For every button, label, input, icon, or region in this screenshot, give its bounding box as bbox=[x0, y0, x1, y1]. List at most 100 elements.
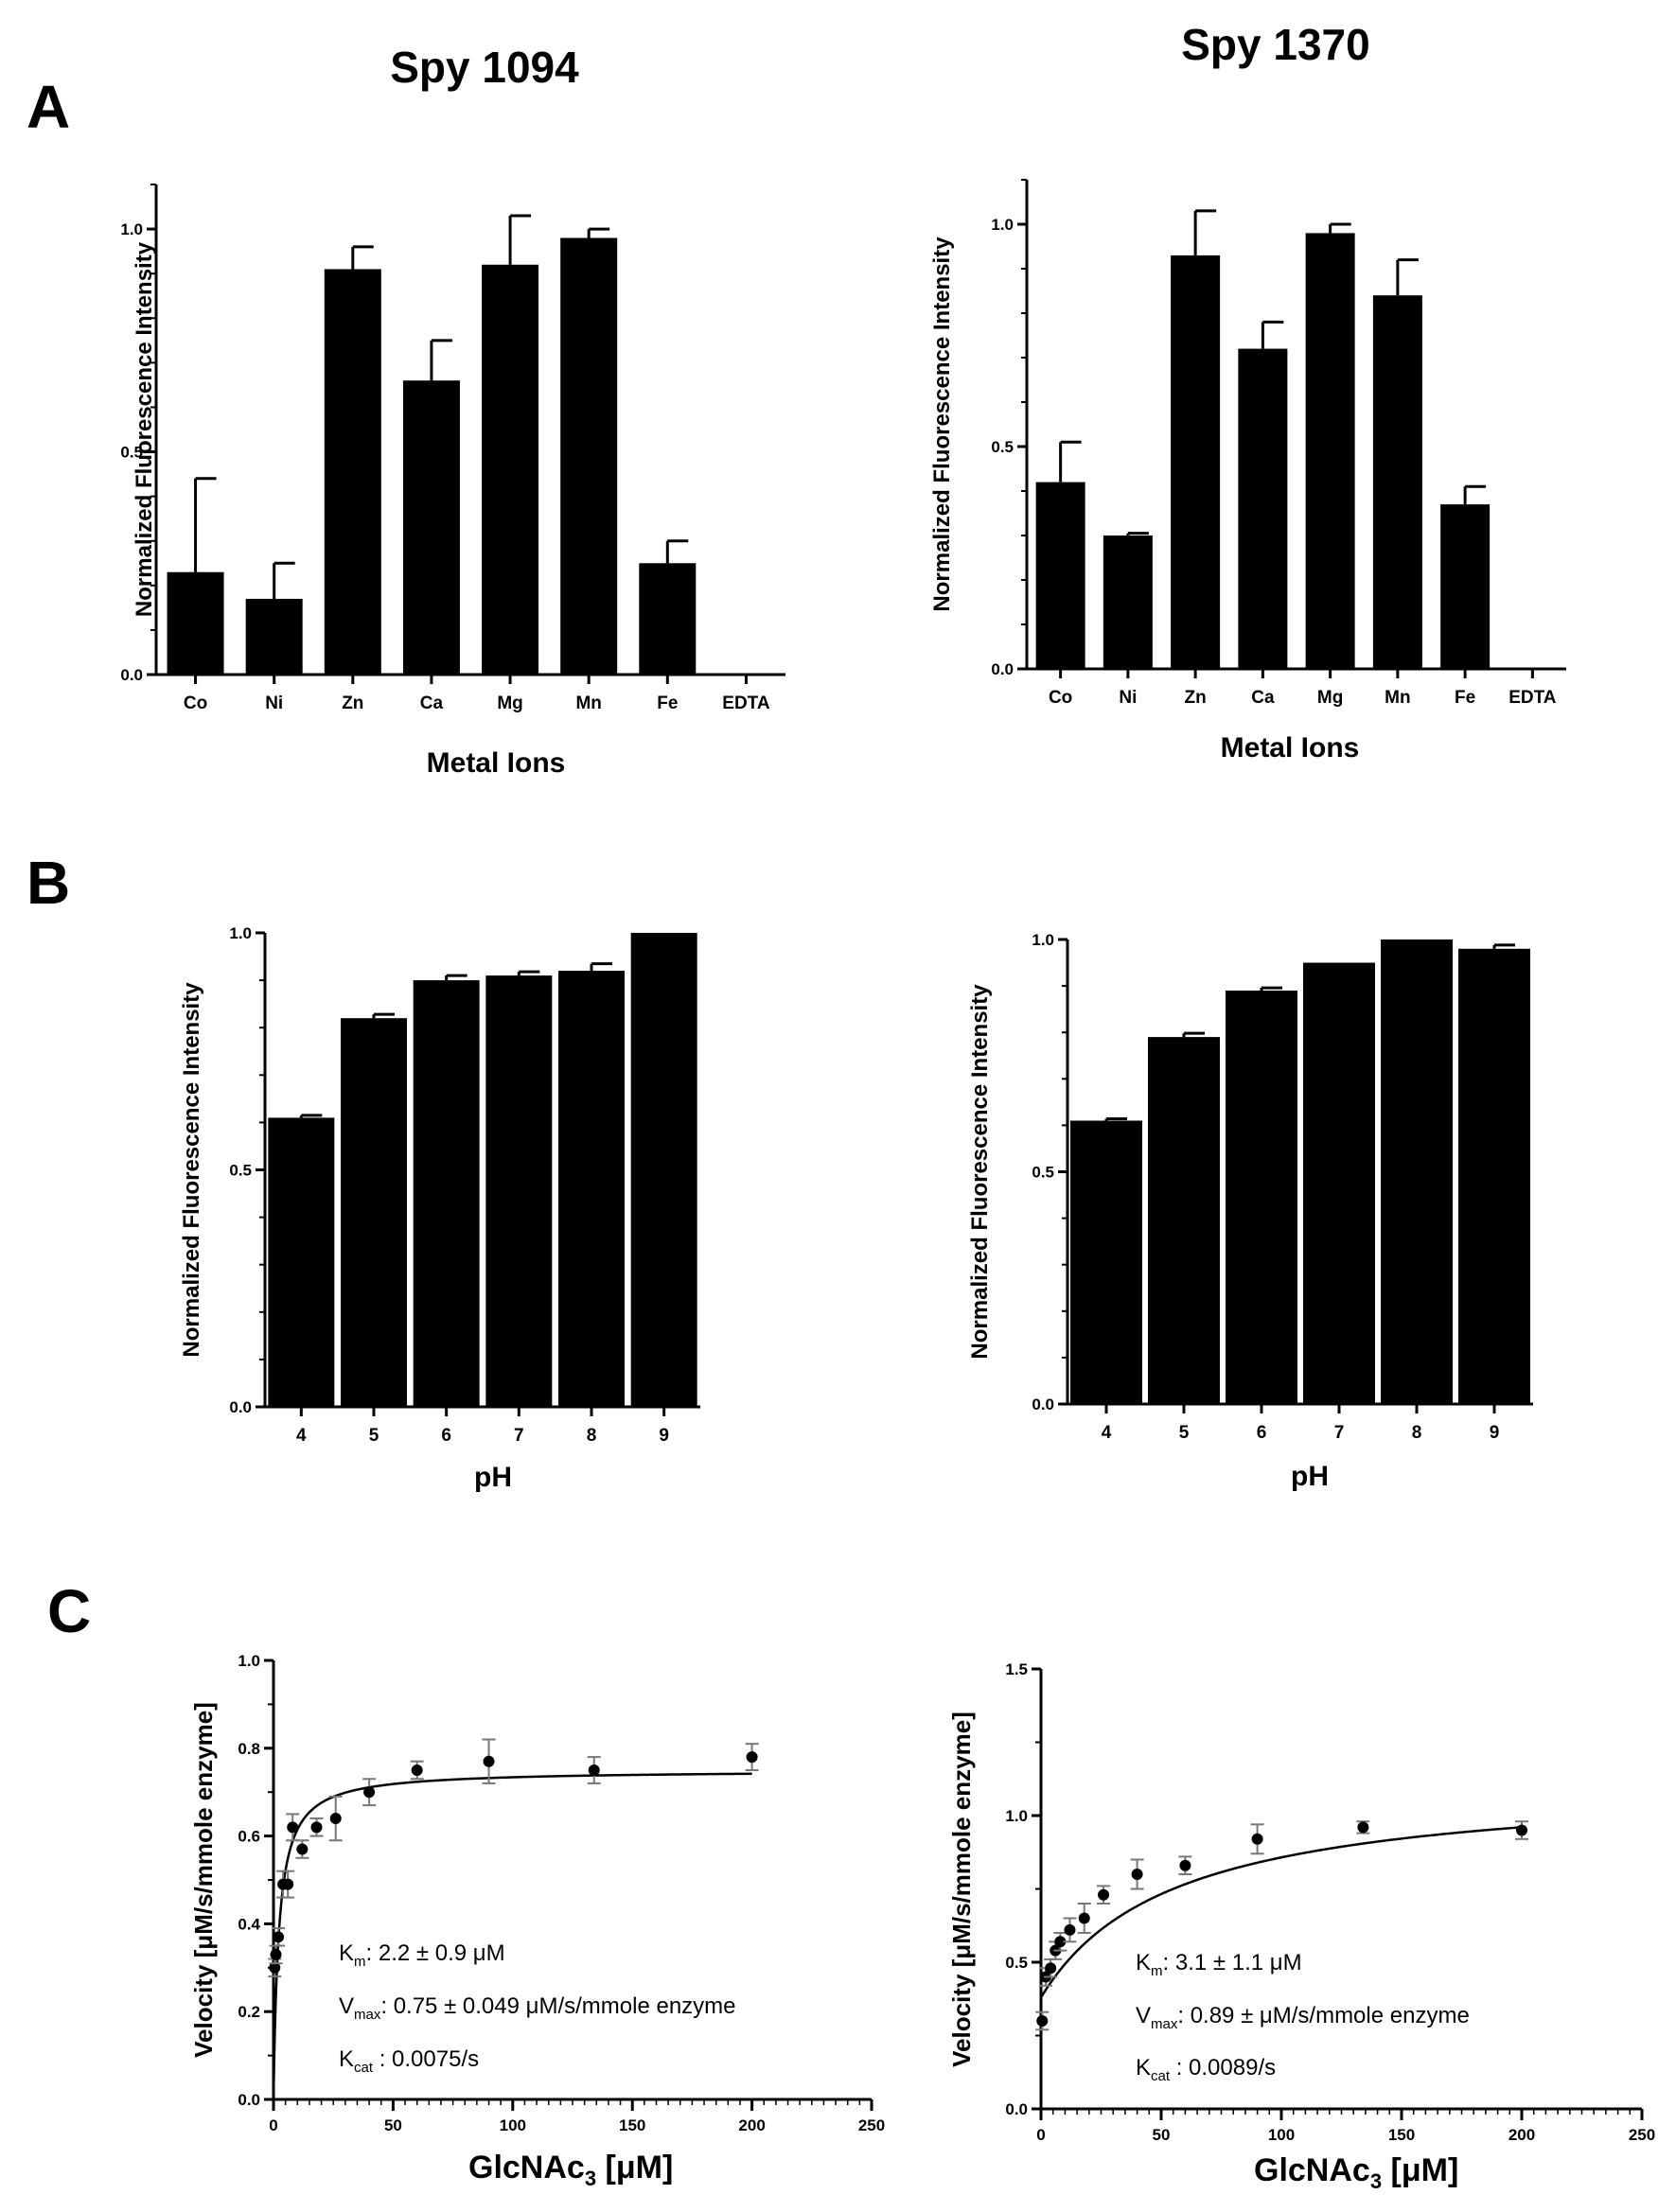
c1-annotation-symbol: K bbox=[339, 1940, 354, 1966]
b1-xtick-label: 7 bbox=[514, 1426, 524, 1446]
a1-xtick-label: Fe bbox=[657, 693, 678, 713]
c2-annotation-1: Km: 3.1 ± 1.1 μM bbox=[1136, 1950, 1302, 1979]
c1-data-point bbox=[269, 1961, 281, 1974]
c2-ytick-label: 0.0 bbox=[1005, 2100, 1028, 2118]
b1-bar-4 bbox=[268, 1117, 335, 1407]
c1-annotation-2: Vmax: 0.75 ± 0.049 μM/s/mmole enzyme bbox=[339, 1993, 736, 2023]
b2-ytick-label: 0.5 bbox=[1032, 1164, 1054, 1182]
c1-xtick-label: 50 bbox=[384, 2116, 402, 2134]
c2-annotation-value: : 0.0089/s bbox=[1170, 2055, 1276, 2080]
c2-annotation-value: : 0.89 ± μM/s/mmole enzyme bbox=[1177, 2003, 1469, 2028]
c1-data-point bbox=[310, 1821, 323, 1834]
b1-ytick-label: 0.5 bbox=[229, 1162, 252, 1180]
c2-annotation-symbol: K bbox=[1136, 2055, 1151, 2080]
b2-bar-8 bbox=[1381, 939, 1453, 1404]
a2-bar-zn bbox=[1171, 255, 1221, 669]
chart-c2-kinetics-spy1370: 0.0 0.5 1.0 1.5 0 50 100 150 200 250 Km: 3.1 ± 1.1… bbox=[947, 1660, 1655, 2193]
b1-xtick-label: 9 bbox=[659, 1426, 669, 1446]
b2-bar-9 bbox=[1458, 948, 1530, 1404]
a1-xtick-label: EDTA bbox=[722, 693, 770, 713]
c2-x-axis-title-subscript: 3 bbox=[1370, 2169, 1382, 2193]
c2-data-point bbox=[1516, 1824, 1527, 1836]
a1-y-axis-title: Normalized Fluorescence Intensity bbox=[132, 241, 157, 617]
b1-xtick-label: 4 bbox=[296, 1426, 307, 1446]
b1-bar-5 bbox=[341, 1018, 407, 1407]
c1-annotation-3: Kcat : 0.0075/s bbox=[339, 2046, 479, 2076]
column-title-spy1094: Spy 1094 bbox=[390, 43, 579, 92]
c2-xtick-label: 100 bbox=[1268, 2126, 1295, 2144]
a2-xtick-label: Ca bbox=[1251, 688, 1275, 708]
c2-xtick-label: 200 bbox=[1508, 2126, 1535, 2144]
c1-xtick-label: 200 bbox=[738, 2116, 765, 2134]
c1-ytick-label: 0.8 bbox=[238, 1740, 260, 1758]
c1-annotation-value: : 2.2 ± 0.9 μM bbox=[366, 1940, 505, 1966]
c1-data-point bbox=[588, 1764, 600, 1776]
c1-x-axis-title-unit: [μM] bbox=[596, 2150, 673, 2186]
a1-xtick-label: Mg bbox=[497, 693, 522, 713]
b1-bar-9 bbox=[630, 933, 697, 1407]
c1-annotation-symbol: V bbox=[339, 1993, 354, 2019]
a2-ytick-label: 0.5 bbox=[991, 438, 1014, 456]
c1-ytick-label: 0.2 bbox=[238, 2003, 260, 2021]
c2-ytick-label: 1.0 bbox=[1005, 1807, 1028, 1825]
a1-bar-co bbox=[167, 571, 224, 675]
c2-annotation-2: Vmax: 0.89 ± μM/s/mmole enzyme bbox=[1136, 2003, 1470, 2032]
c1-x-axis-title: GlcNAc3 [μM] bbox=[468, 2150, 673, 2190]
c1-x-axis-title-subscript: 3 bbox=[585, 2167, 596, 2190]
a1-bar-ni bbox=[245, 598, 303, 675]
c1-data-point bbox=[270, 1948, 282, 1960]
c2-xtick-label: 50 bbox=[1153, 2126, 1171, 2144]
c1-annotation-value: : 0.75 ± 0.049 μM/s/mmole enzyme bbox=[380, 1993, 735, 2019]
c2-x-axis-title-unit: [μM] bbox=[1382, 2152, 1458, 2188]
a1-bar-mn bbox=[560, 237, 618, 675]
c1-data-point bbox=[296, 1843, 309, 1855]
a2-ytick-label: 0.0 bbox=[991, 660, 1014, 678]
c1-data-point bbox=[282, 1878, 294, 1890]
c2-data-point bbox=[1078, 1912, 1090, 1924]
chart-c1-kinetics-spy1094: 0.0 0.2 0.4 0.6 0.8 1.0 0 50 100 150 200 250 Km: 2.2… bbox=[189, 1652, 885, 2190]
a1-xtick-label: Zn bbox=[342, 693, 363, 713]
c2-x-axis-title-main: GlcNAc bbox=[1254, 2152, 1370, 2188]
c1-data-point bbox=[483, 1755, 495, 1767]
c2-data-point bbox=[1251, 1833, 1263, 1845]
c1-ytick-label: 0.6 bbox=[238, 1828, 260, 1846]
c2-data-point bbox=[1131, 1869, 1143, 1880]
b2-x-axis-title: pH bbox=[1291, 1461, 1329, 1492]
b2-bar-5 bbox=[1148, 1037, 1220, 1404]
b2-bar-4 bbox=[1070, 1120, 1142, 1404]
b1-bar-8 bbox=[558, 971, 625, 1407]
panel-label-b: B bbox=[26, 849, 70, 917]
c1-data-point bbox=[329, 1813, 342, 1825]
c1-annotation-subscript: cat bbox=[354, 2060, 374, 2076]
c1-ytick-label: 0.0 bbox=[238, 2091, 260, 2109]
b2-ytick-label: 1.0 bbox=[1032, 931, 1054, 949]
c1-data-point bbox=[287, 1821, 299, 1834]
a1-bar-mg bbox=[482, 264, 539, 675]
panel-label-a: A bbox=[26, 73, 70, 141]
b1-bar-6 bbox=[413, 980, 480, 1407]
chart-a1-metal-ions-spy1094: 0.0 0.5 1.0 Co Ni Zn Ca Mg Mn Fe EDTA Metal Ions Nor… bbox=[120, 184, 785, 779]
c2-data-point bbox=[1036, 2015, 1049, 2027]
c1-data-point bbox=[273, 1931, 285, 1943]
panel-label-c: C bbox=[47, 1577, 91, 1645]
c2-annotation-subscript: m bbox=[1151, 1963, 1163, 1979]
b2-y-axis-title: Normalized Fluorescence Intensity bbox=[967, 984, 993, 1360]
c2-data-point bbox=[1357, 1821, 1369, 1834]
c2-annotation-symbol: K bbox=[1136, 1950, 1151, 1975]
a2-xtick-label: EDTA bbox=[1508, 688, 1557, 708]
c2-xtick-label: 0 bbox=[1036, 2126, 1045, 2144]
b1-x-axis-title: pH bbox=[474, 1462, 512, 1493]
b2-xtick-label: 9 bbox=[1490, 1423, 1500, 1443]
b1-ytick-label: 1.0 bbox=[229, 924, 252, 942]
c1-annotation-value: : 0.0075/s bbox=[373, 2046, 479, 2072]
chart-b1-ph-spy1094: 0.0 0.5 1.0 4 5 6 7 8 9 pH Normalized Fluorescence… bbox=[179, 924, 700, 1493]
a2-xtick-label: Co bbox=[1049, 688, 1072, 708]
a2-bar-ca bbox=[1238, 348, 1288, 669]
a2-xtick-label: Fe bbox=[1455, 688, 1475, 708]
c2-annotation-symbol: V bbox=[1136, 2003, 1151, 2028]
c2-y-axis-title: Velocity [μM/s/mmole enzyme] bbox=[947, 1712, 976, 2067]
a2-y-axis-title: Normalized Fluorescence Intensity bbox=[929, 237, 955, 612]
c1-data-point bbox=[411, 1764, 423, 1776]
c2-data-point bbox=[1054, 1936, 1067, 1948]
